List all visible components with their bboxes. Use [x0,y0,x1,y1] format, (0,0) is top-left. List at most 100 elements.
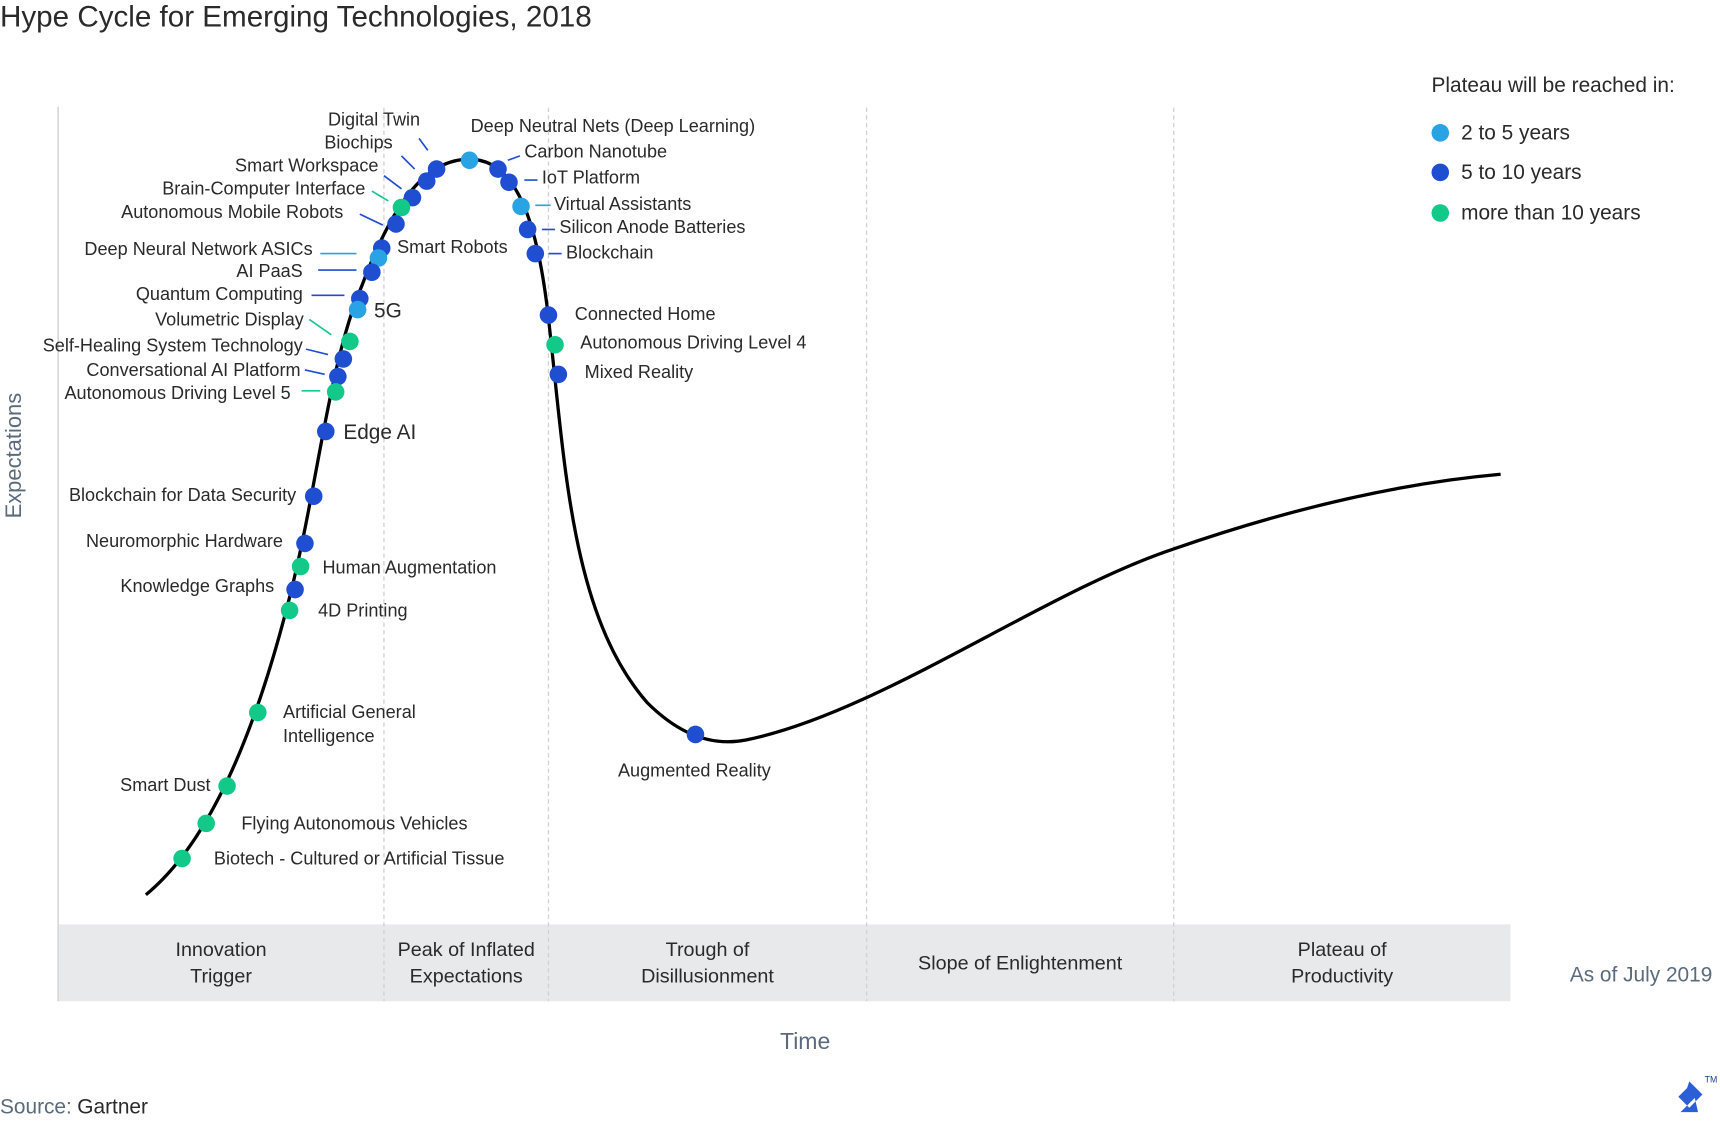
tech-label: Autonomous Driving Level 5 [64,383,290,403]
phase-line: Trough of [665,938,750,961]
legend-title: Plateau will be reached in: [1432,74,1675,97]
tech-dot [317,422,335,441]
tech-dot [304,487,323,506]
source-label: Source: [0,1095,72,1118]
leader-line [304,369,325,376]
tech-label: Carbon Nanotube [524,141,667,161]
tech-label: Smart Workspace [235,156,378,176]
tech-dot [686,725,705,744]
tech-dot [427,160,446,178]
tech-label: Flying Autonomous Vehicles [241,813,467,833]
phase: Trough of Disillusionment [641,938,774,987]
tech-label: Autonomous Mobile Robots [121,202,343,222]
phase-label: Slope of Enlightenment [867,924,1174,1001]
legend-label: 5 to 10 years [1461,161,1581,184]
phase-line: Plateau of [1297,938,1387,961]
phase-line: Peak of Inflated [397,938,535,961]
tech-dot [387,215,405,233]
tech-label: Deep Neural Network ASICs [84,239,312,259]
tech-dot [363,263,381,282]
logo-mark [1678,1081,1703,1113]
phase-line: Disillusionment [641,965,774,987]
tech-dot [518,220,537,239]
phase-line: Expectations [409,965,523,987]
tech-dot [334,350,353,368]
tech-label: Knowledge Graphs [120,576,274,596]
tech-label: Mixed Reality [585,362,695,382]
leader-line [371,190,389,202]
leader-line [418,137,429,151]
tech-label: IoT Platform [542,168,640,188]
tech-dot [489,160,507,178]
source: Source: Gartner [0,1095,148,1118]
tech-label: AI PaaS [236,261,302,281]
legend-label: more than 10 years [1461,202,1641,225]
tech-dot [549,365,568,384]
phase-label: Plateau of Productivity [1174,924,1511,1001]
tech-label: Volumetric Display [155,309,305,329]
leader-line [305,348,329,356]
tech-dot [197,814,215,833]
tech-label: Artificial General Intelligence [283,702,416,747]
legend-dot [1431,124,1450,142]
tech-dot [500,173,518,192]
phase: Plateau of Productivity [1174,924,1511,1001]
tech-dot [173,849,191,868]
tech-dot [291,557,310,576]
title: Hype Cycle for Emerging Technologies, 20… [0,0,592,33]
tech-label: Neuromorphic Hardware [86,531,283,551]
tech-dot [348,300,367,319]
leader-line [308,318,332,336]
tech-dot [512,197,530,216]
tech-dot [546,335,564,354]
phase: Slope of Enlightenment [867,924,1174,1001]
tech-dot [526,244,545,263]
tech-dot [218,777,236,795]
tech-label: Brain-Computer Interface [162,179,365,199]
axis-gap [2,362,36,527]
phase-line: Trigger [190,965,252,987]
phase-label: Innovation Trigger [58,924,384,1001]
legend-dot [1431,204,1450,222]
tech-dot [392,198,411,217]
phase-line: Productivity [1291,965,1394,987]
leader-line [507,155,521,162]
tech-dot [369,249,388,267]
tech-label: Edge AI [343,421,416,444]
phase-line: Slope of Enlightenment [918,951,1123,974]
tech-label: Smart Robots [397,237,508,257]
tech-label: Biochips [324,133,392,153]
tech-dot [249,703,267,722]
tech-label: Virtual Assistants [554,194,691,214]
tech-label: Quantum Computing [136,284,303,304]
tech-label: Biotech - Cultured or Artificial Tissue [214,848,505,868]
tech-label: Human Augmentation [323,557,497,577]
tech-dot [326,383,345,401]
logo-trademark: TM [1705,1075,1718,1085]
tech-label: Augmented Reality [618,761,772,781]
tech-label: Digital Twin [328,110,420,130]
tech-dot [460,151,479,170]
tech-label: Conversational AI Platform [86,360,300,380]
tech-label-box: Artificial General Intelligence [283,702,416,747]
source-value: Gartner [77,1095,148,1118]
leader-line [383,174,402,190]
tech-label: Self-Healing System Technology [43,336,304,356]
phase-label: Peak of Inflated Expectations [384,924,549,1001]
x-axis-label: Time [780,1028,830,1054]
legend-dot [1431,163,1450,182]
leader-line [400,155,416,170]
tech-label: Deep Neutral Nets (Deep Learning) [471,116,756,136]
leader-line [359,213,384,226]
logo: TM [1678,1075,1717,1113]
tech-label: Connected Home [575,304,716,324]
tech-label: Blockchain for Data Security [69,485,297,505]
tech-label: Smart Dust [120,775,210,795]
tech-dot [329,367,347,386]
phase-line: Innovation [175,938,267,961]
tech-dot [296,534,314,553]
tech-dot [280,601,299,620]
phase: Peak of Inflated Expectations [384,924,549,1001]
tech-dot [417,172,436,190]
